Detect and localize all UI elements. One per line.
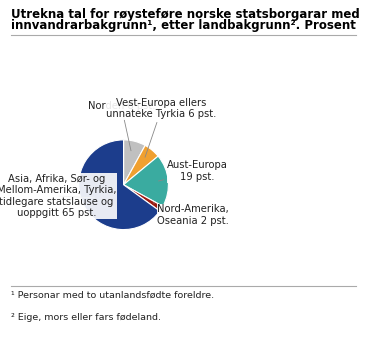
Text: Aust-Europa
19 pst.: Aust-Europa 19 pst. bbox=[159, 161, 228, 182]
Text: Vest-Europa ellers
unnateke Tyrkia 6 pst.: Vest-Europa ellers unnateke Tyrkia 6 pst… bbox=[106, 98, 217, 157]
Wedge shape bbox=[124, 140, 145, 185]
Text: Norden 8 pst.: Norden 8 pst. bbox=[88, 101, 155, 151]
Wedge shape bbox=[124, 185, 163, 211]
Wedge shape bbox=[79, 140, 160, 230]
Text: Nord-Amerika,
Oseania 2 pst.: Nord-Amerika, Oseania 2 pst. bbox=[153, 203, 229, 226]
Text: innvandrarbakgrunn¹, etter landbakgrunn². Prosent: innvandrarbakgrunn¹, etter landbakgrunn²… bbox=[11, 19, 356, 31]
Text: Utrekna tal for røysteføre norske statsborgarar med: Utrekna tal for røysteføre norske statsb… bbox=[11, 8, 360, 21]
Wedge shape bbox=[124, 156, 168, 206]
Text: Asia, Afrika, Sør- og
Mellom-Amerika, Tyrkia,
tidlegare statslause og
uoppgitt 6: Asia, Afrika, Sør- og Mellom-Amerika, Ty… bbox=[0, 173, 116, 218]
Text: ¹ Personar med to utanlandsfødte foreldre.: ¹ Personar med to utanlandsfødte foreldr… bbox=[11, 291, 214, 300]
Wedge shape bbox=[124, 145, 158, 185]
Text: ² Eige, mors eller fars fødeland.: ² Eige, mors eller fars fødeland. bbox=[11, 313, 161, 322]
